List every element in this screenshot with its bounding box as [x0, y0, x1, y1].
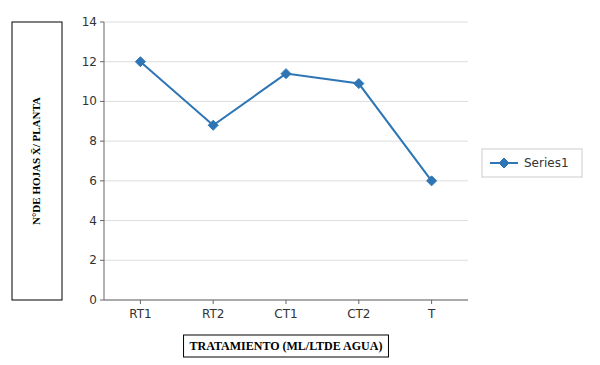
y-tick	[100, 22, 104, 23]
x-tick-label: RT1	[129, 307, 151, 321]
x-tick-label: CT1	[274, 307, 297, 321]
y-tick-label: 6	[89, 174, 97, 188]
y-tick-label: 14	[82, 15, 97, 29]
legend-label: Series1	[524, 156, 569, 170]
y-axis-line	[104, 22, 105, 300]
grid-line	[104, 22, 468, 23]
x-tick	[431, 300, 432, 304]
x-tick-label: CT2	[347, 307, 370, 321]
y-axis: 0 2 4 6 8 10 12 14	[82, 15, 104, 307]
y-tick-label: 4	[89, 214, 97, 228]
marker	[208, 120, 218, 130]
marker	[281, 69, 291, 79]
x-tick	[140, 300, 141, 304]
y-tick	[100, 260, 104, 261]
y-label-group: N°DE HOJAS X̄/ PLANTA	[12, 22, 62, 300]
x-label: TRATAMIENTO (ML/LTDE AGUA)	[190, 339, 383, 353]
legend-marker	[499, 158, 509, 168]
grid-line	[104, 220, 468, 221]
line	[140, 62, 431, 181]
y-tick	[100, 61, 104, 62]
y-tick	[100, 180, 104, 181]
grid-line	[104, 141, 468, 142]
y-tick-label: 0	[89, 293, 97, 307]
marker	[427, 176, 437, 186]
marker	[354, 79, 364, 89]
y-label: N°DE HOJAS X̄/ PLANTA	[30, 97, 42, 225]
y-tick	[100, 300, 104, 301]
chart: 0 2 4 6 8 10 12 14 RT1 RT2 CT1 CT2 T Series1 TRATAMIEN…	[0, 0, 600, 365]
x-label-group: TRATAMIENTO (ML/LTDE AGUA)	[184, 335, 389, 357]
x-tick	[286, 300, 287, 304]
chart-container: 0 2 4 6 8 10 12 14 RT1 RT2 CT1 CT2 T Series1 TRATAMIEN…	[0, 0, 600, 365]
x-axis: RT1 RT2 CT1 CT2 T	[129, 300, 436, 321]
x-label-box	[184, 335, 389, 357]
y-label-box	[12, 22, 62, 300]
data-layer	[135, 57, 436, 186]
y-tick-label: 12	[82, 55, 97, 69]
x-tick	[213, 300, 214, 304]
y-tick-label: 10	[82, 94, 97, 108]
x-tick	[358, 300, 359, 304]
y-tick-label: 2	[89, 253, 97, 267]
legend-box	[482, 149, 582, 177]
y-grid	[104, 22, 468, 300]
grid-line	[104, 101, 468, 102]
y-tick	[100, 220, 104, 221]
legend: Series1	[482, 149, 582, 177]
grid-line	[104, 61, 468, 62]
marker	[135, 57, 145, 67]
y-tick	[100, 141, 104, 142]
x-tick-label: RT2	[202, 307, 224, 321]
y-tick	[100, 101, 104, 102]
x-tick-label: T	[427, 307, 436, 321]
grid-line	[104, 260, 468, 261]
y-tick-label: 8	[89, 134, 97, 148]
grid-line	[104, 180, 468, 181]
